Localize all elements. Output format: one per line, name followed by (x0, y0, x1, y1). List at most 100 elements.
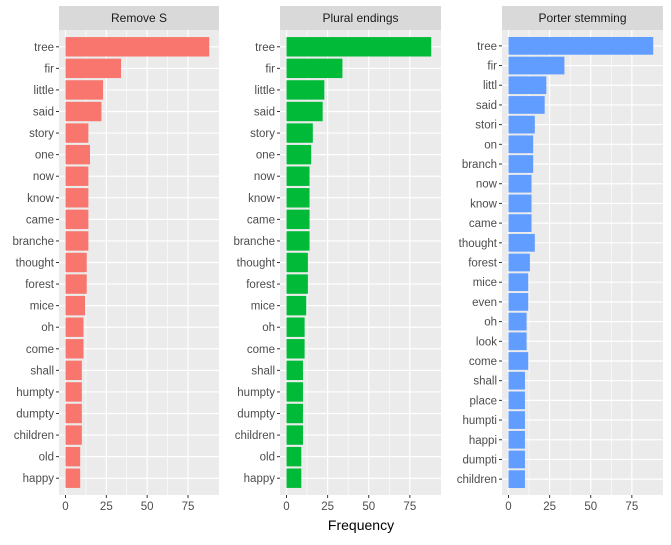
y-tick-label: littl (483, 80, 497, 92)
bar (286, 231, 310, 251)
y-tick-label: stori (475, 120, 497, 132)
bar (286, 58, 343, 79)
y-tick-label: even (472, 297, 497, 309)
y-tick-label: oh (484, 317, 497, 329)
y-tick-label: know (470, 198, 498, 210)
y-tick-label: now (254, 171, 276, 183)
y-tick-label: thought (459, 238, 498, 250)
y-tick-label: fir (44, 63, 54, 75)
bar (286, 382, 303, 402)
y-tick-label: tree (255, 42, 275, 54)
bar (508, 391, 525, 410)
bar (65, 231, 89, 251)
x-tick-label: 50 (141, 501, 154, 513)
facet-title: Remove S (111, 11, 167, 25)
y-tick-label: tree (34, 42, 54, 54)
y-tick-label: humpti (462, 415, 497, 427)
bar (65, 209, 89, 230)
y-tick-label: on (484, 139, 497, 151)
y-tick-label: forest (468, 258, 498, 270)
facet-strip (502, 6, 663, 30)
bar (508, 450, 525, 469)
bar (508, 332, 527, 351)
bar (508, 56, 565, 75)
bar (508, 293, 529, 311)
y-tick-label: children (457, 474, 497, 486)
y-tick-label: fir (265, 63, 275, 75)
bar (286, 360, 303, 381)
bar (508, 273, 529, 292)
facet-panel-1: Remove S tree fir little said story one now know… (12, 6, 219, 513)
bar (508, 155, 534, 173)
y-tick-label: story (250, 128, 275, 140)
y-tick-label: children (235, 430, 275, 442)
y-tick-label: said (476, 100, 497, 112)
y-tick-label: branch (462, 159, 497, 171)
x-tick-label: 75 (625, 501, 638, 513)
y-tick-label: shall (30, 365, 54, 377)
y-tick-label: came (469, 218, 497, 230)
y-tick-label: look (476, 336, 497, 348)
y-tick-label: come (26, 344, 54, 356)
x-tick-label: 50 (584, 501, 597, 513)
bar (286, 252, 308, 273)
y-tick-label: forest (246, 279, 276, 291)
y-tick-label: little (255, 85, 275, 97)
bar (508, 411, 525, 429)
y-tick-label: oh (41, 322, 54, 334)
bar (286, 37, 432, 57)
bar (65, 188, 89, 208)
bar (508, 115, 535, 134)
y-tick-label: humpty (16, 387, 54, 399)
facet-strip (280, 6, 441, 30)
bar (65, 37, 210, 57)
bar (286, 209, 310, 230)
y-tick-label: come (247, 344, 275, 356)
y-tick-label: shall (251, 365, 275, 377)
bar (286, 403, 303, 424)
y-tick-label: old (260, 452, 275, 464)
y-tick-label: thought (16, 258, 55, 270)
y-tick-label: come (469, 356, 497, 368)
y-tick-label: mice (473, 277, 497, 289)
bar (286, 446, 302, 467)
x-tick-label: 75 (182, 501, 195, 513)
bar (286, 317, 305, 337)
bar (65, 425, 82, 445)
facet-panel-2: Plural endings tree fir little said story one n… (233, 6, 441, 513)
x-tick-label: 25 (543, 501, 556, 513)
y-tick-label: place (470, 395, 498, 407)
bar (286, 274, 308, 294)
bar (508, 214, 532, 232)
x-tick-label: 0 (283, 501, 289, 513)
y-tick-label: know (248, 193, 276, 205)
y-tick-label: little (34, 85, 54, 97)
bar (65, 295, 86, 316)
y-tick-label: happy (23, 473, 55, 485)
bar (286, 80, 325, 100)
y-tick-label: now (476, 179, 498, 191)
bar (508, 430, 525, 449)
y-tick-label: mice (251, 301, 275, 313)
y-tick-label: oh (262, 322, 275, 334)
bar (65, 339, 84, 359)
facet-strip (59, 6, 219, 30)
y-tick-label: came (247, 214, 275, 226)
x-axis-title: Frequency (328, 517, 394, 533)
x-tick-label: 50 (362, 501, 375, 513)
bar (65, 468, 81, 488)
y-tick-label: old (39, 452, 54, 464)
bar (65, 80, 104, 100)
bar (65, 446, 81, 467)
y-tick-label: branche (12, 236, 54, 248)
bar (508, 352, 529, 370)
bar (508, 135, 534, 154)
y-tick-label: said (33, 107, 54, 119)
bar (286, 188, 310, 208)
bar (65, 403, 82, 424)
bar (508, 36, 654, 55)
y-tick-label: dumpty (237, 409, 275, 421)
y-tick-label: dumpty (16, 409, 54, 421)
bar (65, 101, 102, 122)
